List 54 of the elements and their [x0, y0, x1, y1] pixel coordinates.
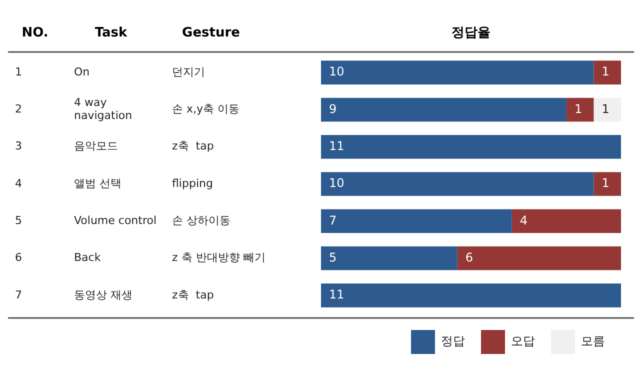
y-tick-label: 동영상 재생	[74, 288, 132, 302]
data-label: 4	[520, 213, 528, 228]
chart-title: 정답율	[452, 25, 490, 40]
y-tick-label: On	[74, 65, 90, 78]
bar	[594, 172, 621, 196]
text: 7	[15, 288, 22, 302]
data-label: 11	[329, 288, 344, 302]
text: flipping	[172, 176, 213, 190]
legend-label: 오답	[511, 334, 535, 348]
data-label: 5	[329, 250, 337, 264]
legend-label: 모름	[581, 334, 605, 348]
data-label: 1	[574, 102, 582, 116]
data-label: 10	[329, 176, 344, 190]
text: 손 상하이동	[172, 214, 230, 227]
bar	[321, 246, 458, 270]
text: Task	[94, 25, 128, 40]
bar	[321, 172, 594, 196]
bar	[321, 60, 594, 84]
bar	[321, 209, 512, 234]
data-label: 6	[465, 250, 474, 264]
bar	[566, 98, 594, 122]
bar	[457, 246, 621, 270]
y-tick-label: Volume control	[74, 214, 157, 227]
text: z축 tap	[172, 288, 214, 302]
text: 손 x,y축 이동	[172, 102, 240, 116]
text: Gesture	[182, 25, 240, 40]
y-tick-label: 음악모드	[74, 140, 118, 153]
bar	[594, 60, 621, 84]
text: z축 tap	[172, 140, 214, 153]
data-label: 1	[602, 102, 610, 116]
text: 6	[15, 251, 22, 264]
bar	[512, 209, 621, 234]
text: 3	[15, 140, 22, 153]
data-label: 1	[602, 176, 610, 190]
text: 5	[15, 214, 22, 227]
data-label: 9	[329, 102, 337, 116]
text: 던지기	[172, 65, 205, 78]
bar	[321, 98, 566, 122]
text: z 축 반대방향 빼기	[172, 251, 266, 264]
y-tick-label: 앨범 선택	[74, 176, 122, 190]
data-label: 11	[329, 138, 344, 153]
bar	[321, 134, 621, 159]
y-tick-label: 4 way navigation	[74, 96, 132, 122]
bar	[321, 284, 621, 308]
text: 2	[15, 102, 22, 116]
data-label: 10	[329, 64, 344, 79]
text: 1	[15, 65, 22, 78]
legend-label: 정답	[441, 334, 465, 348]
data-label: 1	[602, 64, 610, 79]
data-label: 7	[329, 213, 337, 228]
bar	[594, 98, 621, 122]
text: NO.	[22, 25, 48, 40]
y-tick-label: Back	[74, 251, 102, 264]
text: 4	[15, 176, 22, 190]
